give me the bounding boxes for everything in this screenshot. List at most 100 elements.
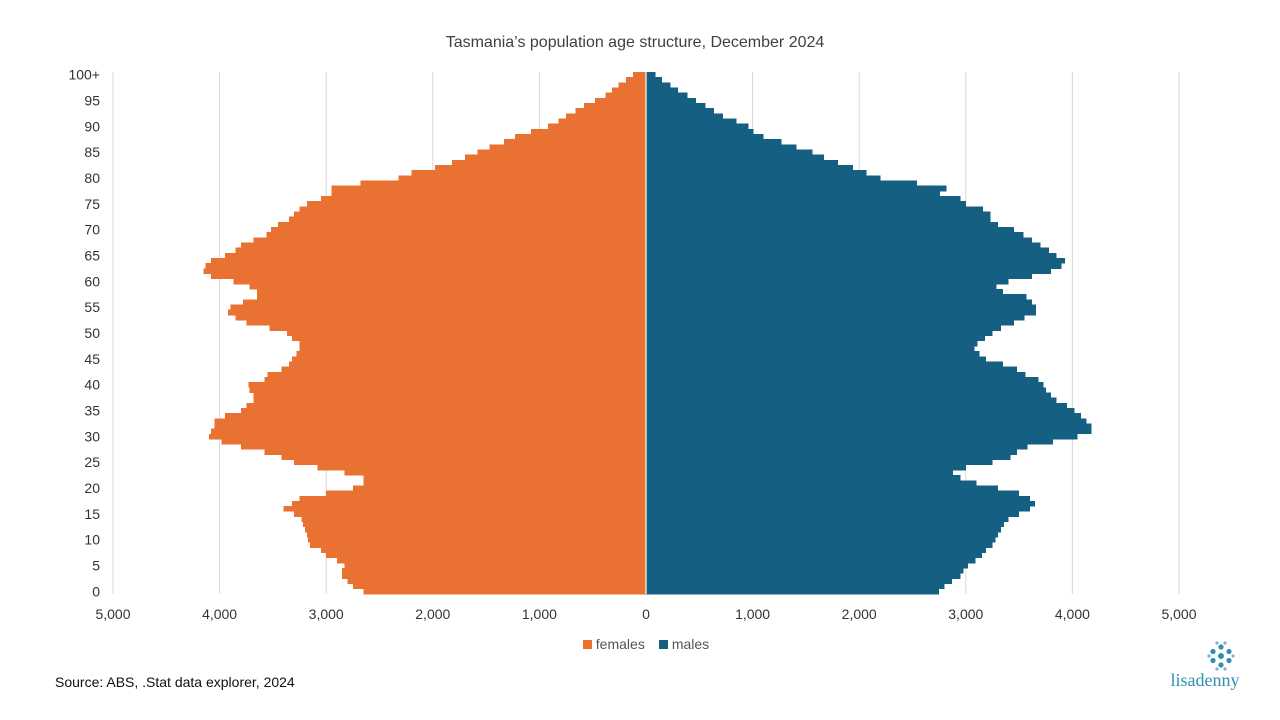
males-bar-age-40 [646, 382, 1044, 388]
y-tick-label: 75 [84, 196, 100, 212]
males-bar-age-10 [646, 537, 996, 543]
males-bar-age-29 [646, 438, 1054, 445]
females-bar-age-58 [256, 289, 646, 295]
females-bar-age-33 [214, 418, 646, 424]
males-bar-age-14 [646, 516, 1009, 523]
females-bar-age-29 [221, 438, 647, 445]
source-note: Source: ABS, .Stat data explorer, 2024 [55, 674, 295, 690]
females-bar-age-59 [249, 283, 646, 290]
females-bar-age-42 [267, 371, 646, 378]
males-bar-age-44 [646, 361, 1004, 367]
males-bar-age-58 [646, 289, 1004, 295]
females-bar-age-55 [230, 304, 646, 311]
lisadenny-logo[interactable]: lisadenny [1160, 640, 1250, 696]
females-bar-age-91 [558, 118, 646, 125]
males-bar-age-23 [646, 469, 954, 476]
males-bar-age-15 [646, 511, 1020, 517]
males-bar-age-63 [646, 263, 1062, 269]
males-bar-age-4 [646, 568, 964, 574]
males-bar-age-74 [646, 206, 983, 212]
females-bar-age-47 [299, 345, 646, 352]
males-bar-age-18 [646, 495, 1030, 502]
males-bar-age-91 [646, 118, 737, 125]
males-bar-age-82 [646, 165, 853, 171]
females-bar-age-45 [292, 356, 646, 362]
females-bar-age-2 [347, 578, 646, 585]
females-bar-age-36 [246, 402, 646, 409]
females-bar-age-86 [489, 144, 646, 150]
females-bar-age-77 [331, 190, 646, 197]
males-bar-age-85 [646, 149, 813, 156]
legend-item-females[interactable]: females [582, 636, 645, 652]
y-tick-label: 5 [92, 558, 100, 574]
males-bar-age-87 [646, 139, 782, 145]
females-bar-age-49 [292, 335, 646, 342]
y-tick-label: 95 [84, 92, 100, 108]
legend-item-males[interactable]: males [658, 636, 710, 652]
females-bar-age-53 [235, 314, 646, 321]
y-tick-label: 70 [84, 222, 100, 238]
males-bar-age-20 [646, 485, 998, 492]
females-bar-age-8 [320, 547, 646, 554]
females-bar-age-37 [253, 397, 646, 404]
snowflake-icon [1207, 641, 1235, 671]
logo-text: lisadenny [1170, 670, 1240, 690]
y-tick-label: 0 [92, 583, 100, 599]
y-tick-label: 90 [84, 118, 100, 134]
females-series [203, 72, 647, 595]
males-bar-age-93 [646, 108, 715, 114]
males-bar-age-61 [646, 273, 1032, 280]
females-bar-age-0 [363, 588, 646, 595]
x-tick-label: 4,000 [1055, 606, 1090, 622]
males-bar-age-48 [646, 340, 978, 347]
females-bar-age-21 [363, 480, 646, 486]
females-bar-age-7 [326, 552, 646, 559]
females-bar-age-43 [281, 366, 646, 373]
females-bar-age-19 [326, 490, 646, 497]
females-bar-age-27 [264, 449, 646, 455]
males-bar-age-53 [646, 314, 1025, 321]
females-bar-age-48 [299, 340, 646, 347]
males-bar-age-55 [646, 304, 1037, 311]
females-bar-age-41 [264, 376, 646, 383]
females-bar-age-34 [224, 413, 646, 419]
females-bar-age-50 [286, 330, 646, 336]
y-tick-label: 80 [84, 170, 100, 186]
females-bar-age-63 [205, 263, 647, 269]
males-bar-age-79 [646, 180, 917, 187]
females-bar-age-99 [625, 77, 646, 83]
males-bar-age-37 [646, 397, 1057, 404]
males-bar-age-33 [646, 418, 1087, 424]
males-bar-age-89 [646, 128, 754, 135]
legend-label-males: males [671, 636, 710, 652]
males-bar-age-8 [646, 547, 987, 554]
y-tick-label: 35 [84, 403, 100, 419]
males-bar-age-35 [646, 407, 1075, 414]
females-bar-age-73 [294, 211, 646, 218]
females-bar-age-89 [530, 128, 646, 135]
females-bar-age-94 [584, 103, 646, 109]
males-bar-age-12 [646, 526, 1001, 533]
males-bar-age-54 [646, 309, 1037, 316]
y-tick-label: 85 [84, 144, 100, 160]
males-bar-age-52 [646, 320, 1014, 326]
males-bar-age-43 [646, 366, 1017, 373]
x-tick-label: 4,000 [202, 606, 237, 622]
females-bar-age-100 [633, 72, 646, 78]
females-bar-age-90 [547, 123, 646, 130]
females-bar-age-85 [477, 149, 646, 156]
females-bar-age-24 [317, 464, 646, 471]
males-bar-age-60 [646, 278, 1009, 285]
females-bar-age-80 [398, 175, 646, 181]
legend-label-females: females [595, 636, 645, 652]
males-bar-age-97 [646, 87, 678, 94]
females-bar-age-93 [575, 108, 646, 114]
males-bar-age-46 [646, 351, 980, 357]
females-bar-age-75 [307, 201, 646, 207]
males-bar-age-99 [646, 77, 662, 83]
females-bar-age-67 [240, 242, 647, 249]
females-bar-age-92 [566, 113, 646, 119]
y-tick-label: 65 [84, 248, 100, 264]
females-bar-age-32 [214, 423, 646, 430]
